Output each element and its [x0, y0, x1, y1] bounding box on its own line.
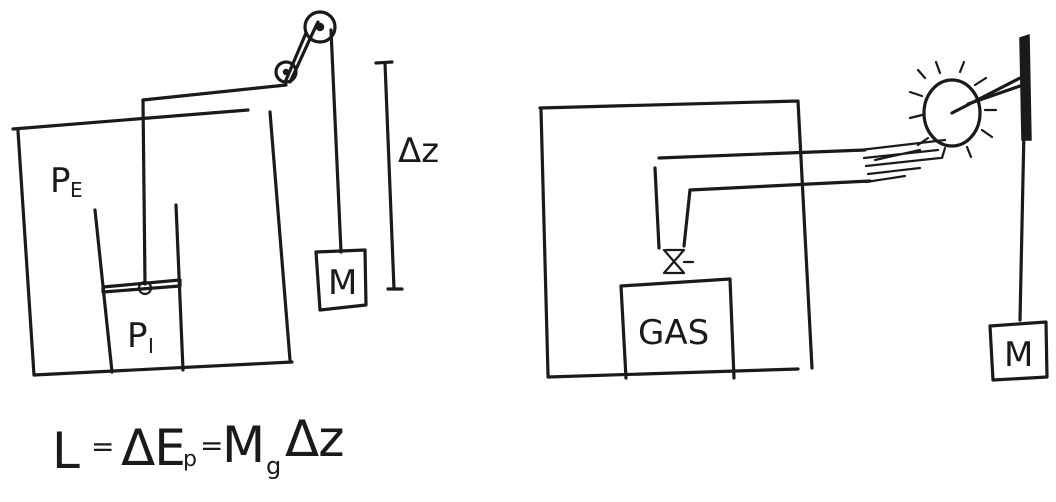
height-label: Δz [398, 131, 439, 171]
gas-tank [619, 277, 736, 380]
mass-label-right: M [1004, 335, 1033, 375]
outer-pressure-sub: E [70, 178, 83, 202]
piston-rod [141, 98, 147, 286]
wall [1019, 33, 1032, 141]
gas-pipe [653, 148, 872, 250]
eq-M: M [222, 416, 264, 474]
burning-ball [922, 78, 982, 148]
eq-equals-2: = [200, 429, 223, 462]
rope-to-mass-right [1018, 128, 1026, 322]
eq-equals-1: = [91, 430, 114, 463]
ball-tether [950, 76, 1022, 115]
flame-jet [858, 138, 947, 184]
small-pulley-axle [282, 68, 290, 76]
eq-g-sub: g [266, 452, 281, 480]
flame-rays [908, 60, 998, 160]
work-equation: L = ΔE p = M g Δz [52, 410, 344, 480]
piston [101, 278, 182, 294]
valve [662, 248, 695, 275]
left-diagram: P E P I M Δz [11, 10, 439, 377]
rope-horizontal [141, 83, 288, 102]
large-pulley [303, 10, 337, 44]
mass-label-left: M [328, 263, 357, 303]
mass-box-left [314, 248, 368, 312]
inner-pressure-label: P [127, 316, 148, 356]
large-pulley-axle [315, 22, 325, 32]
eq-delta-z: Δz [285, 410, 343, 468]
right-diagram: GAS M [538, 33, 1049, 382]
inner-pressure-sub: I [148, 334, 154, 358]
outer-pressure-label: P [50, 161, 71, 201]
eq-p-sub: p [183, 447, 197, 472]
right-container [538, 99, 814, 379]
rope-over-pulley [284, 20, 320, 84]
small-pulley [274, 60, 298, 84]
eq-L: L [52, 422, 80, 480]
mass-box-right [988, 320, 1049, 382]
eq-delta-E: ΔE [121, 419, 185, 477]
gas-label: GAS [638, 313, 709, 353]
rope-down-to-mass [329, 28, 343, 254]
height-bar [374, 60, 404, 291]
outer-container [11, 108, 294, 377]
